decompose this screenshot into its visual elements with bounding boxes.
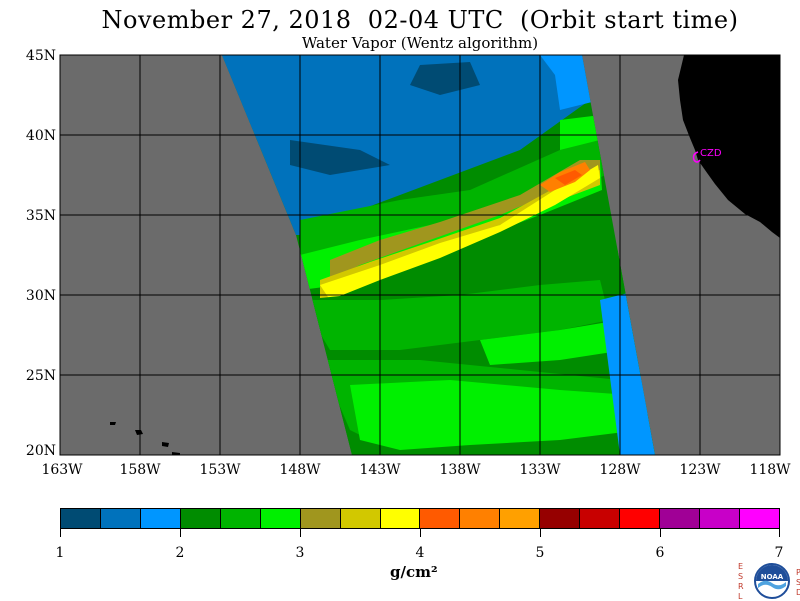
station-label: CZD [700,148,722,159]
colorbar-swatch [220,509,261,528]
colorbar-tick-label: 3 [295,545,305,561]
lon-label: 128W [599,462,641,478]
colorbar-swatch [700,509,740,528]
lat-label: 45N [25,48,56,64]
logo-letter: R [738,582,744,591]
colorbar-swatch [580,509,621,528]
lon-label: 158W [119,462,161,478]
map-subtitle: Water Vapor (Wentz algorithm) [301,34,539,52]
czd-station-marker: CZD [692,148,722,163]
logo-letter: E [738,562,744,571]
lon-label: 138W [439,462,481,478]
lat-label: 40N [25,128,56,144]
logo-letter: S [796,578,800,587]
lon-label: 148W [279,462,321,478]
colorbar-swatch [420,509,461,528]
coastline-land [678,55,780,238]
logo-letter: D [796,588,800,597]
lon-label: 143W [359,462,401,478]
noaa-emblem-icon: NOAA [754,563,790,599]
colorbar-tick-label: 7 [774,545,784,561]
colorbar-swatch [500,509,541,528]
colorbar-swatch [180,509,221,528]
colorbar-swatch [100,509,141,528]
lon-label: 163W [41,462,83,478]
colorbar-tick-label: 4 [415,545,425,561]
colorbar-tick-label: 5 [535,545,545,561]
colorbar-units: g/cm² [390,563,438,581]
logo-letter: S [738,572,744,581]
colorbar-swatch [340,509,381,528]
colorbar [60,508,780,529]
lat-label: 20N [25,443,56,459]
lon-label: 133W [519,462,561,478]
colorbar-swatch [61,509,101,528]
colorbar-tick-label: 2 [175,545,185,561]
colorbar-swatch [660,509,700,528]
colorbar-swatch [260,509,301,528]
lon-label: 118W [749,462,791,478]
lon-label: 153W [199,462,241,478]
logo-letter: L [738,592,743,601]
colorbar-swatch [140,509,181,528]
colorbar-swatch [300,509,341,528]
lat-label: 35N [25,208,56,224]
logo-center-text: NOAA [761,573,784,581]
logo-letter: P [796,568,800,577]
lat-label: 30N [25,288,56,304]
colorbar-swatch [460,509,501,528]
lat-label: 25N [25,368,56,384]
water-vapor-swath [222,55,655,455]
colorbar-swatch [540,509,581,528]
graticule [60,55,780,455]
colorbar-swatch [739,509,779,528]
colorbar-swatch [620,509,661,528]
colorbar-tick-label: 1 [55,545,65,561]
lon-label: 123W [679,462,721,478]
colorbar-tick-label: 6 [655,545,665,561]
map-title: November 27, 2018 02-04 UTC (Orbit start… [101,6,739,34]
map-frame [59,54,781,456]
colorbar-swatch [380,509,421,528]
